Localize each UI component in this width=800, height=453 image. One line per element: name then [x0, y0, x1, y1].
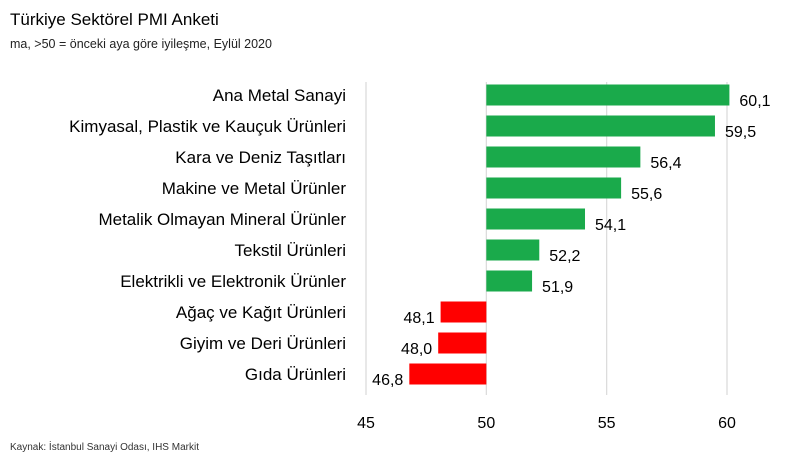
category-label: Metalik Olmayan Mineral Ürünler — [98, 210, 346, 229]
bar — [409, 363, 487, 385]
bar — [440, 301, 487, 323]
value-label: 52,2 — [549, 248, 580, 265]
value-label: 51,9 — [542, 279, 573, 296]
bar — [486, 146, 641, 168]
source-note: Kaynak: İstanbul Sanayi Odası, IHS Marki… — [10, 442, 199, 453]
category-label: Ağaç ve Kağıt Ürünleri — [176, 303, 346, 322]
bar — [486, 208, 586, 230]
value-label: 60,1 — [739, 93, 770, 110]
category-label: Gıda Ürünleri — [245, 365, 346, 384]
bars — [409, 84, 730, 385]
category-label: Tekstil Ürünleri — [235, 241, 346, 260]
x-tick-label: 60 — [718, 415, 736, 432]
x-tick-label: 45 — [357, 415, 375, 432]
category-label: Elektrikli ve Elektronik Ürünler — [120, 272, 346, 291]
value-label: 48,1 — [403, 310, 434, 327]
category-labels: Ana Metal Sanayi Kimyasal, Plastik ve Kau… — [69, 86, 346, 384]
chart-title: Türkiye Sektörel PMI Anketi — [10, 10, 219, 29]
category-label: Ana Metal Sanayi — [213, 86, 346, 105]
value-label: 56,4 — [650, 155, 681, 172]
value-label: 48,0 — [401, 341, 432, 358]
value-label: 46,8 — [372, 372, 403, 389]
x-tick-label: 55 — [598, 415, 616, 432]
bar — [486, 177, 622, 199]
category-label: Kimyasal, Plastik ve Kauçuk Ürünleri — [69, 117, 346, 136]
value-label: 54,1 — [595, 217, 626, 234]
bar — [486, 270, 533, 292]
category-label: Giyim ve Deri Ürünleri — [180, 334, 346, 353]
bar — [486, 84, 730, 106]
category-label: Kara ve Deniz Taşıtları — [175, 148, 346, 167]
bar — [486, 115, 715, 137]
value-labels: 60,1 59,5 56,4 55,6 54,1 52,2 51,9 48,1 48,0 46,8 — [372, 93, 770, 389]
bar — [438, 332, 487, 354]
value-label: 59,5 — [725, 124, 756, 141]
category-label: Makine ve Metal Ürünler — [162, 179, 347, 198]
bar — [486, 239, 540, 261]
x-tick-label: 50 — [477, 415, 495, 432]
x-axis-ticks: 45 50 55 60 — [357, 415, 736, 432]
chart-subtitle: ma, >50 = önceki aya göre iyileşme, Eylü… — [10, 37, 272, 51]
value-label: 55,6 — [631, 186, 662, 203]
